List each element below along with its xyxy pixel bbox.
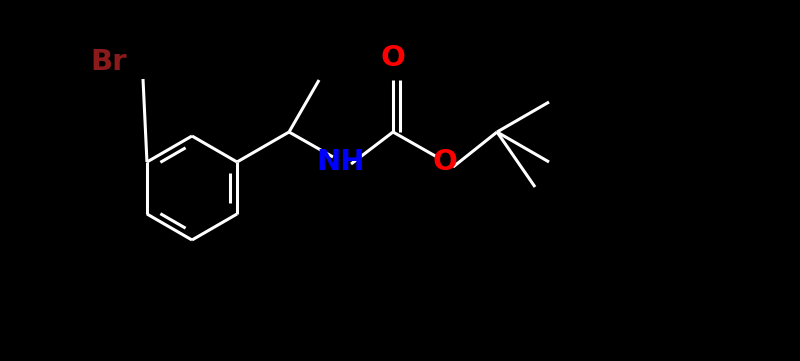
Text: O: O xyxy=(381,44,406,72)
Text: O: O xyxy=(433,148,458,176)
Text: NH: NH xyxy=(317,148,366,176)
Text: Br: Br xyxy=(90,48,126,76)
